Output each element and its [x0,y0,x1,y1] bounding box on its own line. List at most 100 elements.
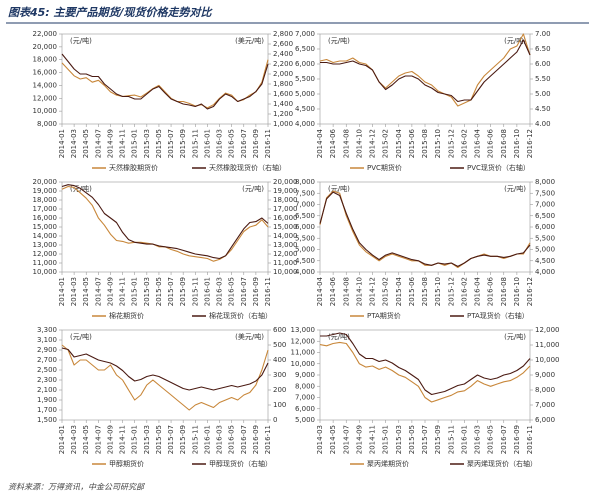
unit-left: (元/吨) [70,36,92,45]
x-tick-label: 2016-09 [252,425,260,454]
legend-label: PTA期货价 [367,311,401,320]
unit-right: (元/吨) [504,332,526,341]
y-tick-label: 5,000 [295,246,315,254]
y-tick-label: 4,500 [295,105,315,113]
y2-tick-label: 4.50 [535,105,551,113]
x-tick-label: 2015-11 [447,425,455,454]
y2-tick-label: 8,000 [535,178,555,186]
y-tick-label: 6,000 [295,223,315,231]
y-tick-label: 7,000 [295,394,315,402]
x-tick-label: 2014-11 [119,129,127,158]
x-tick-label: 2014-05 [82,129,90,158]
y-tick-label: 6,000 [295,60,315,68]
x-tick-label: 2016-03 [216,277,224,306]
y-tick-label: 5,000 [295,416,315,424]
y2-tick-label: 2,000 [273,70,293,78]
x-tick-label: 2015-09 [179,129,187,158]
x-tick-label: 2016-01 [203,277,211,306]
y-tick-label: 11,000 [33,259,58,267]
x-tick-label: 2014-10 [355,277,363,306]
series-line [61,347,269,391]
y-tick-label: 20,000 [33,178,58,186]
x-tick-label: 2015-10 [434,277,442,306]
y-tick-label: 2,500 [37,366,57,374]
y2-tick-label: 7.00 [535,30,551,38]
y2-tick-label: 600 [273,326,286,334]
y2-tick-label: 400 [273,356,286,364]
y-tick-label: 14,000 [33,232,58,240]
y2-tick-label: 1,600 [273,90,293,98]
series-line [320,39,531,103]
y-tick-label: 4,500 [295,257,315,265]
y-tick-label: 16,000 [33,214,58,222]
x-tick-label: 2015-04 [395,276,403,306]
x-tick-label: 2016-08 [500,277,508,306]
y2-tick-label: 9,000 [535,371,555,379]
x-tick-label: 2015-01 [131,129,139,158]
x-tick-label: 2016-05 [228,277,236,306]
y2-tick-label: 5.50 [535,75,551,83]
x-tick-label: 2014-04 [316,128,324,158]
y2-tick-label: 6,000 [535,416,555,424]
x-tick-label: 2015-06 [408,276,416,306]
y2-tick-label: 12,000 [273,250,298,258]
x-tick-label: 2015-03 [143,277,151,306]
x-tick-label: 2016-08 [500,129,508,158]
x-tick-label: 2015-01 [131,277,139,306]
legend-label: 棉花期货价 [109,311,144,320]
y-tick-label: 5,000 [295,90,315,98]
x-tick-label: 2014-05 [329,425,337,454]
y-tick-label: 22,000 [33,30,58,38]
y2-tick-label: 8,000 [535,386,555,394]
source-note: 资料来源：万得资讯，中金公司研究部 [8,483,146,492]
x-tick-label: 2014-06 [329,128,337,158]
y2-tick-label: 6.50 [535,45,551,53]
y2-tick-label: 19,000 [273,187,298,195]
x-tick-label: 2015-05 [408,425,416,454]
y-tick-label: 2,100 [37,386,57,394]
x-tick-label: 2015-05 [155,277,163,306]
legend-label: 聚丙烯期货价 [367,459,409,468]
x-tick-label: 2016-02 [460,277,468,306]
y2-tick-label: 18,000 [273,196,298,204]
x-tick-label: 2014-08 [342,129,350,158]
x-tick-label: 2015-11 [191,277,199,306]
y-tick-label: 3,300 [37,326,57,334]
y2-tick-label: 4.00 [535,120,551,128]
x-tick-label: 2014-07 [342,425,350,454]
unit-left: (元/吨) [328,36,350,45]
x-tick-label: 2015-01 [131,425,139,454]
x-tick-label: 2014-11 [369,425,377,454]
x-tick-label: 2015-07 [167,277,175,306]
x-tick-label: 2014-05 [82,425,90,454]
x-tick-label: 2014-11 [119,277,127,306]
series-line [319,341,531,403]
unit-right: (元/吨) [504,184,526,193]
x-tick-label: 2014-07 [94,129,102,158]
x-tick-label: 2015-12 [447,129,455,158]
x-tick-label: 2016-11 [526,425,534,454]
x-tick-label: 2015-12 [447,277,455,306]
y2-tick-label: 20,000 [273,178,298,186]
y-tick-label: 10,000 [291,360,316,368]
y-tick-label: 4,000 [295,120,315,128]
y2-tick-label: 1,200 [273,110,293,118]
y-tick-label: 16,000 [33,69,58,77]
unit-right: (元/吨) [242,184,264,193]
legend-label: 甲醇期货价 [109,459,144,468]
series-line [61,53,269,110]
x-tick-label: 2014-09 [106,129,114,158]
series-line [61,184,269,260]
y-tick-label: 10,000 [33,268,58,276]
unit-right: (美元/吨) [235,36,264,45]
y-tick-label: 15,000 [33,223,58,231]
x-tick-label: 2016-11 [264,425,272,454]
x-tick-label: 2015-03 [143,129,151,158]
x-tick-label: 2015-07 [167,129,175,158]
legend-label: 棉花现货价（右轴） [209,311,272,320]
x-tick-label: 2016-12 [526,129,534,158]
y2-tick-label: 300 [273,371,286,379]
y2-tick-label: 5,500 [535,234,555,242]
x-tick-label: 2015-05 [155,129,163,158]
